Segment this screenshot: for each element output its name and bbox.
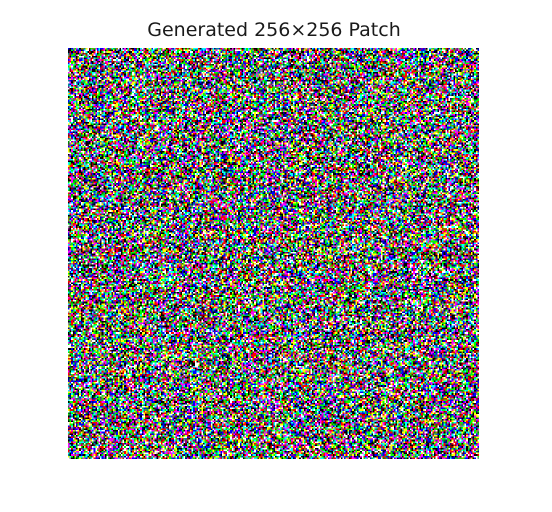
noise-patch-image [68, 48, 479, 459]
patch-image-frame [68, 48, 479, 459]
figure-title: Generated 256×256 Patch [147, 19, 401, 41]
